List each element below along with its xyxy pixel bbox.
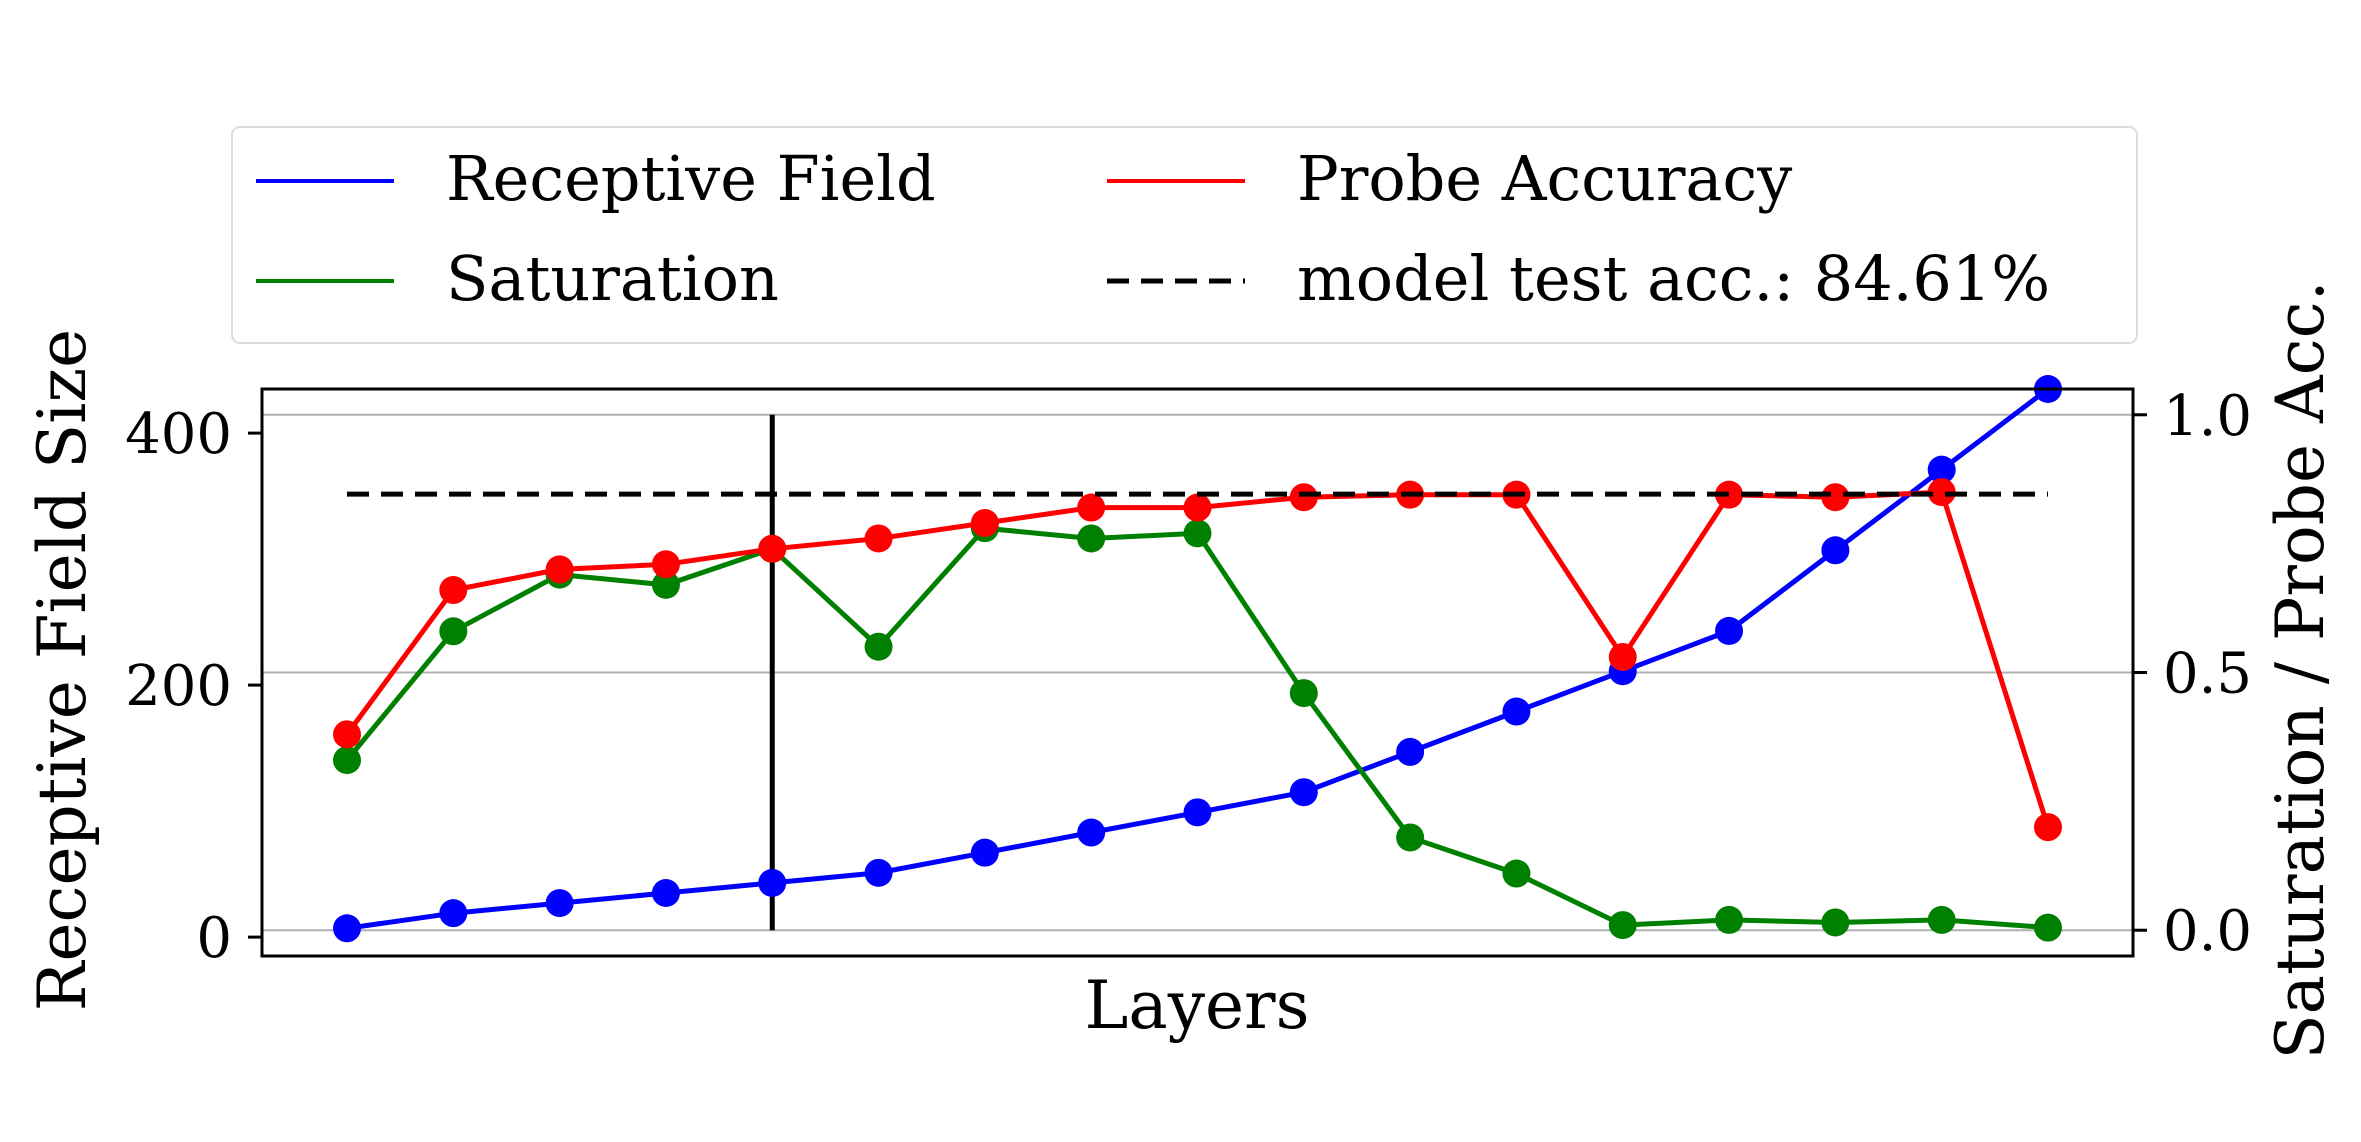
probe-accuracy-point bbox=[970, 509, 999, 538]
receptive-field-point bbox=[970, 838, 999, 867]
probe-accuracy-point bbox=[758, 534, 787, 563]
saturation-point bbox=[1077, 524, 1106, 553]
saturation-point bbox=[864, 632, 893, 661]
saturation-point bbox=[1396, 823, 1425, 852]
probe-accuracy-point bbox=[1715, 480, 1744, 509]
probe-accuracy-point bbox=[439, 576, 468, 605]
probe-accuracy-point bbox=[545, 555, 574, 584]
receptive-field-point bbox=[1289, 778, 1318, 807]
saturation-point bbox=[439, 617, 468, 646]
saturation-point bbox=[1289, 679, 1318, 708]
receptive-field-point bbox=[333, 914, 361, 943]
y-right-tick-label: 0.5 bbox=[2163, 642, 2252, 707]
receptive-field-point bbox=[651, 879, 680, 907]
series-layer bbox=[333, 375, 2062, 943]
probe-accuracy-point bbox=[1289, 483, 1318, 512]
saturation-point bbox=[333, 746, 361, 775]
receptive-field-point bbox=[545, 889, 574, 918]
receptive-field-point bbox=[1927, 455, 1956, 484]
receptive-field-point bbox=[1077, 818, 1106, 847]
y-axis-right-label: Saturation / Probe Acc. bbox=[2262, 280, 2339, 1059]
receptive-field-point bbox=[1502, 697, 1531, 726]
saturation-point bbox=[1927, 905, 1956, 934]
legend-label-receptive-field: Receptive Field bbox=[446, 142, 936, 215]
receptive-field-point bbox=[1821, 536, 1850, 565]
receptive-field-point bbox=[758, 868, 787, 897]
probe-accuracy-point bbox=[1821, 483, 1850, 512]
saturation-point bbox=[1183, 519, 1212, 548]
saturation-point bbox=[1715, 905, 1744, 934]
receptive-field-line bbox=[346, 387, 2050, 931]
receptive-field-point bbox=[1396, 737, 1425, 766]
y-right-tick-label: 0.0 bbox=[2163, 899, 2252, 964]
probe-accuracy-point bbox=[1608, 643, 1637, 672]
saturation-line bbox=[345, 525, 2049, 931]
probe-accuracy-point bbox=[1183, 493, 1212, 522]
saturation-point bbox=[651, 570, 680, 599]
legend-label-model-test-acc: model test acc.: 84.61% bbox=[1297, 242, 2050, 315]
y-axis-left-label: Receptive Field Size bbox=[24, 329, 101, 1011]
y-right-tick-label: 1.0 bbox=[2163, 384, 2252, 449]
legend-box bbox=[231, 126, 2138, 344]
legend-label-probe-accuracy: Probe Accuracy bbox=[1297, 142, 1792, 215]
y-left-tick-label: 200 bbox=[125, 654, 232, 719]
receptive-field-point bbox=[1183, 798, 1212, 827]
y-left-tick-label: 400 bbox=[125, 402, 232, 467]
receptive-field-point bbox=[864, 858, 893, 887]
axes: 0.0 0.5 1.0 0 200 400 bbox=[125, 384, 2252, 971]
receptive-field-point bbox=[439, 899, 468, 928]
probe-accuracy-point bbox=[864, 524, 893, 553]
y-left-tick-label: 0 bbox=[196, 906, 232, 971]
legend: Receptive Field Saturation Probe Accurac… bbox=[231, 126, 2138, 344]
saturation-point bbox=[1821, 908, 1850, 937]
probe-accuracy-point bbox=[651, 550, 680, 579]
probe-accuracy-point bbox=[1077, 493, 1106, 522]
saturation-point bbox=[1502, 859, 1531, 888]
saturation-point bbox=[2034, 913, 2062, 942]
saturation-point bbox=[1608, 911, 1637, 940]
x-axis-label: Layers bbox=[1085, 967, 1310, 1044]
probe-accuracy-point bbox=[1927, 478, 1956, 507]
grid-lines bbox=[262, 413, 2133, 932]
receptive-field-point bbox=[1715, 616, 1744, 645]
legend-label-saturation: Saturation bbox=[446, 242, 779, 315]
probe-accuracy-point bbox=[2034, 813, 2062, 842]
probe-accuracy-point bbox=[333, 720, 361, 749]
